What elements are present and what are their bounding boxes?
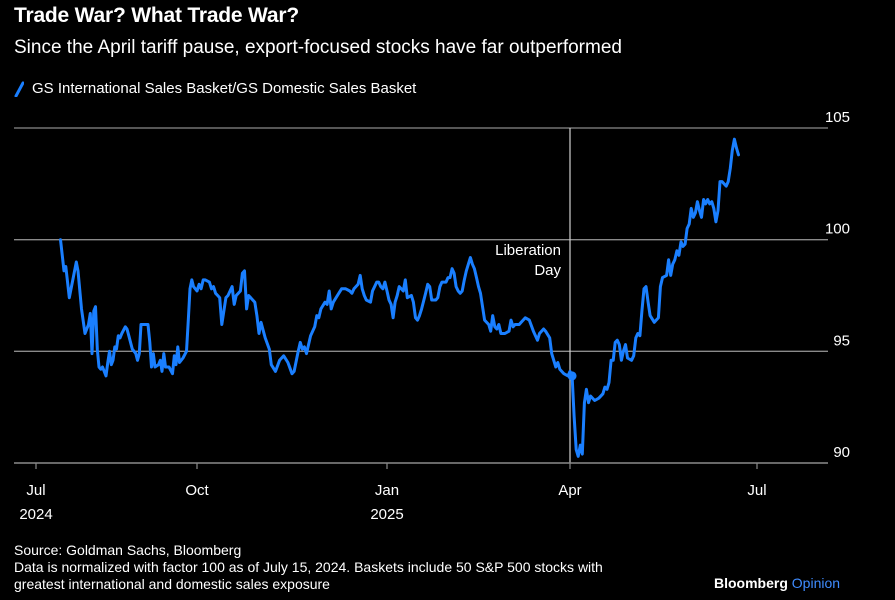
x-tick-label: Jan xyxy=(375,482,399,499)
data-note-line1: Data is normalized with factor 100 as of… xyxy=(14,559,603,575)
data-note-line2: greatest international and domestic sale… xyxy=(14,576,330,592)
y-tick-label: 95 xyxy=(833,332,850,349)
annotation-label-line1: Liberation xyxy=(495,242,561,259)
brand-bloomberg: Bloomberg xyxy=(714,575,788,591)
liberation-day-marker xyxy=(567,371,577,381)
source-note: Source: Goldman Sachs, Bloomberg xyxy=(14,542,242,558)
annotation-label-line2: Day xyxy=(534,262,561,279)
series-line-0 xyxy=(59,137,740,458)
x-tick-label: Apr xyxy=(558,482,581,499)
chart-subtitle: Since the April tariff pause, export-foc… xyxy=(14,37,622,58)
y-tick-label: 100 xyxy=(825,221,850,238)
brand-opinion: Opinion xyxy=(791,575,841,591)
x-tick-label: Jul xyxy=(747,482,766,499)
x-tick-sublabel: 2024 xyxy=(19,506,52,523)
x-tick-label: Jul xyxy=(26,482,45,499)
legend-line-icon xyxy=(14,81,24,97)
chart-title: Trade War? What Trade War? xyxy=(14,4,299,27)
brand-logo: Bloomberg Opinion xyxy=(714,575,840,591)
x-tick-sublabel: 2025 xyxy=(370,506,403,523)
footer: Source: Goldman Sachs, Bloomberg Data is… xyxy=(14,542,603,593)
x-tick-label: Oct xyxy=(185,482,209,499)
legend: GS International Sales Basket/GS Domesti… xyxy=(14,80,416,97)
y-tick-label: 90 xyxy=(833,444,850,461)
legend-label: GS International Sales Basket/GS Domesti… xyxy=(32,80,417,97)
y-tick-label: 105 xyxy=(825,109,850,126)
